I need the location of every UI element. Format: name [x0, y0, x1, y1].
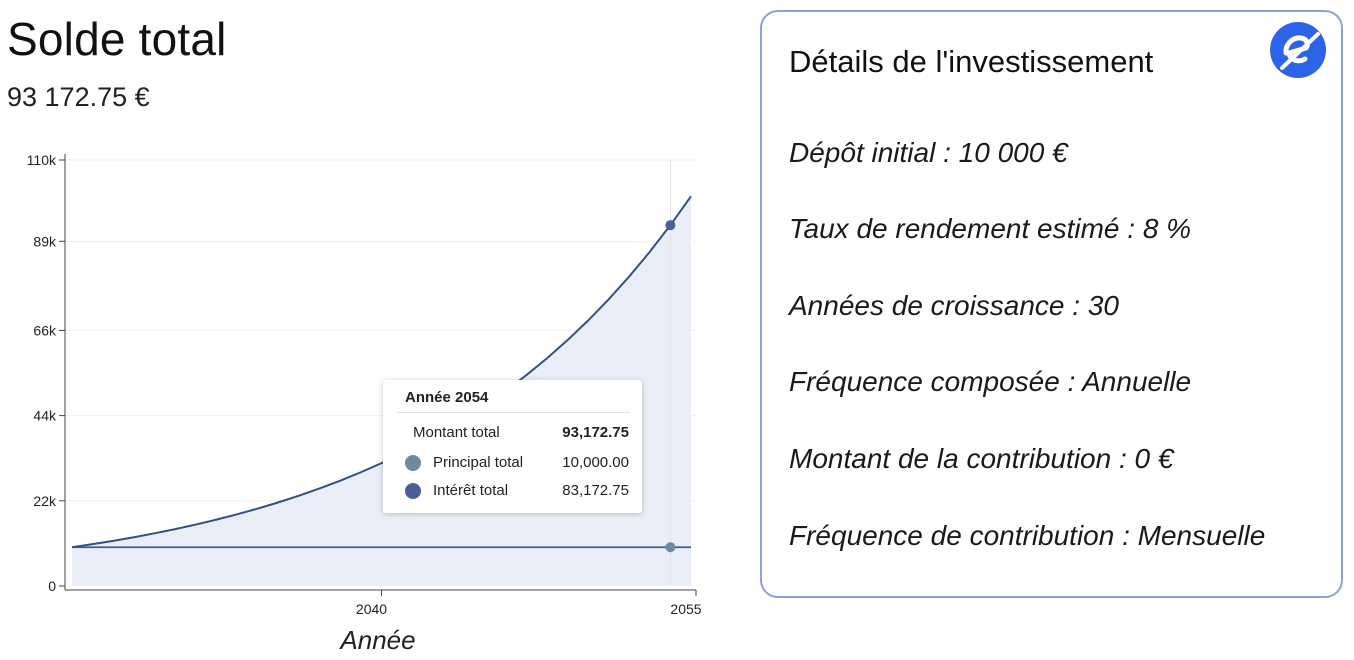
investment-details-card: Détails de l'investissement Dépôt initia…: [760, 10, 1343, 598]
tooltip-title: Année 2054: [405, 389, 489, 406]
y-tick-label: 110k: [27, 152, 57, 168]
total-data-point: [665, 220, 676, 231]
x-axis-title: Année: [338, 625, 415, 655]
tooltip-divider: [397, 412, 630, 413]
tooltip-row-interest: Intérêt total 83,172.75: [383, 481, 642, 503]
principal-data-point: [665, 542, 676, 553]
details-title: Détails de l'investissement: [789, 44, 1154, 79]
tooltip-label: Montant total: [413, 424, 500, 441]
y-tick-label: 66k: [33, 322, 57, 338]
principal-dot-icon: [405, 455, 421, 471]
total-series-line: [71, 195, 692, 549]
page-title: Solde total: [7, 13, 227, 65]
y-tick-label: 89k: [33, 233, 57, 249]
tooltip-value: 83,172.75: [562, 482, 629, 499]
tooltip-row-principal: Principal total 10,000.00: [383, 453, 642, 475]
tooltip-label: Intérêt total: [433, 482, 509, 499]
y-tick-label: 0: [48, 578, 56, 594]
detail-compound-frequency: Fréquence composée : Annuelle: [789, 366, 1192, 397]
total-balance: 93 172.75 €: [7, 82, 150, 112]
tooltip-row-total: Montant total 93,172.75: [383, 423, 642, 445]
detail-growth-years: Années de croissance : 30: [789, 290, 1119, 321]
tooltip-label: Principal total: [433, 454, 524, 471]
detail-return-rate: Taux de rendement estimé : 8 %: [789, 213, 1192, 244]
interest-dot-icon: [405, 483, 421, 499]
y-tick-label: 22k: [33, 493, 57, 509]
chart-tooltip: Année 2054 Montant total 93,172.75 Princ…: [383, 380, 642, 513]
detail-contribution-frequency: Fréquence de contribution : Mensuelle: [789, 520, 1266, 551]
y-tick-label: 44k: [33, 408, 57, 424]
detail-contribution-amount: Montant de la contribution : 0 €: [789, 443, 1174, 474]
circle-e-logo-icon: [1270, 22, 1326, 78]
tooltip-value: 93,172.75: [562, 424, 629, 441]
tooltip-value: 10,000.00: [562, 454, 629, 471]
x-tick-label: 2055: [670, 601, 701, 617]
x-tick-label: 2040: [356, 601, 387, 617]
detail-initial-deposit: Dépôt initial : 10 000 €: [789, 137, 1068, 168]
